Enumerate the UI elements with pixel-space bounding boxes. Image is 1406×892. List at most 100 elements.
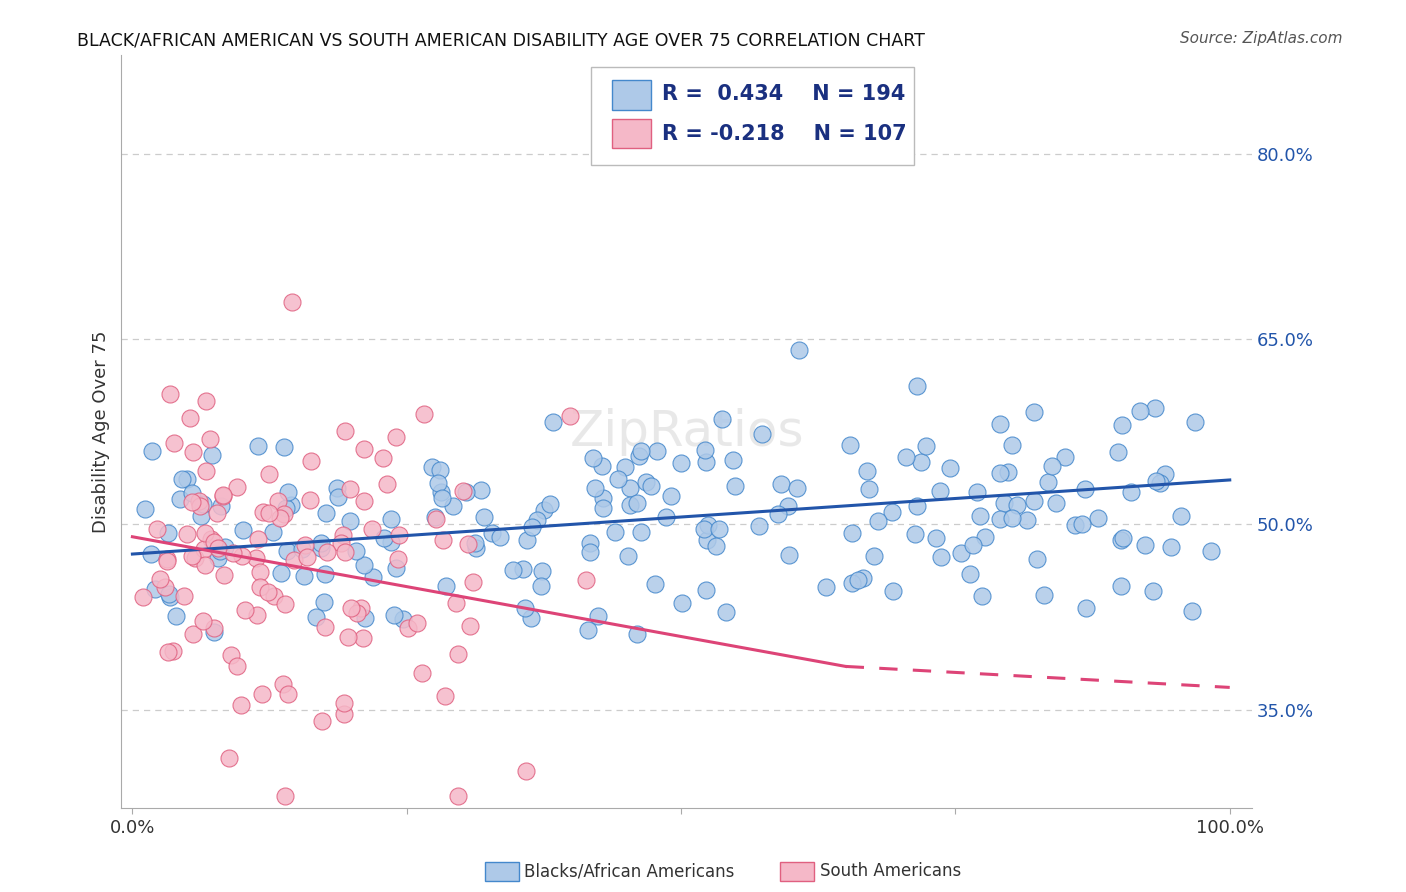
- Point: [882, 584, 904, 599]
- Point: [988, 417, 1011, 431]
- Point: [644, 577, 666, 591]
- Point: [335, 424, 357, 438]
- Point: [460, 619, 482, 633]
- Point: [1129, 404, 1152, 418]
- Point: [472, 510, 495, 524]
- Point: [962, 538, 984, 552]
- Point: [457, 537, 479, 551]
- Point: [617, 549, 640, 564]
- Point: [179, 411, 201, 425]
- Point: [194, 394, 217, 409]
- Point: [270, 566, 292, 580]
- Point: [157, 587, 180, 601]
- Point: [170, 473, 193, 487]
- Point: [283, 553, 305, 567]
- Point: [768, 508, 790, 522]
- Point: [576, 623, 599, 637]
- Point: [997, 465, 1019, 479]
- Point: [274, 501, 297, 516]
- Point: [441, 499, 464, 513]
- Point: [969, 509, 991, 524]
- Point: [406, 616, 429, 631]
- Point: [1199, 543, 1222, 558]
- Point: [273, 597, 295, 611]
- Point: [1070, 516, 1092, 531]
- Point: [346, 606, 368, 620]
- Point: [326, 481, 349, 495]
- Point: [190, 499, 212, 513]
- Point: [371, 450, 394, 465]
- Point: [929, 484, 952, 499]
- Point: [273, 440, 295, 454]
- Point: [195, 464, 218, 478]
- Point: [212, 488, 235, 502]
- Point: [211, 489, 233, 503]
- Point: [339, 601, 361, 615]
- Point: [262, 525, 284, 540]
- Point: [1109, 578, 1132, 592]
- Point: [190, 509, 212, 524]
- Point: [333, 545, 356, 559]
- Point: [1142, 583, 1164, 598]
- Point: [578, 545, 600, 559]
- Point: [526, 513, 548, 527]
- Point: [429, 463, 451, 477]
- Point: [344, 544, 367, 558]
- Point: [277, 687, 299, 701]
- Point: [866, 514, 889, 528]
- Point: [353, 558, 375, 572]
- Point: [214, 540, 236, 554]
- Point: [704, 539, 727, 553]
- Point: [1087, 511, 1109, 525]
- Point: [231, 698, 253, 712]
- Point: [1022, 493, 1045, 508]
- Point: [461, 574, 484, 589]
- Point: [614, 459, 637, 474]
- Point: [382, 608, 405, 623]
- Point: [446, 595, 468, 609]
- Point: [748, 519, 770, 533]
- Point: [778, 548, 800, 562]
- Point: [1112, 531, 1135, 545]
- Point: [619, 498, 641, 512]
- Point: [1024, 405, 1046, 419]
- Point: [558, 409, 581, 424]
- Point: [134, 502, 156, 516]
- Point: [522, 519, 544, 533]
- Point: [149, 572, 172, 586]
- Point: [222, 546, 245, 560]
- Point: [1025, 552, 1047, 566]
- Text: Source: ZipAtlas.com: Source: ZipAtlas.com: [1180, 31, 1343, 46]
- Point: [502, 562, 524, 576]
- Point: [425, 509, 447, 524]
- Point: [814, 580, 837, 594]
- Point: [619, 481, 641, 495]
- Point: [575, 574, 598, 588]
- Point: [1184, 415, 1206, 429]
- Point: [212, 568, 235, 582]
- Point: [711, 412, 734, 426]
- Point: [194, 526, 217, 541]
- Point: [530, 564, 553, 578]
- Point: [193, 541, 215, 556]
- Point: [298, 492, 321, 507]
- Point: [430, 485, 453, 500]
- Point: [1007, 498, 1029, 512]
- Point: [273, 507, 295, 521]
- Point: [311, 541, 333, 556]
- Point: [354, 611, 377, 625]
- Point: [645, 443, 668, 458]
- Point: [311, 714, 333, 729]
- Point: [1074, 482, 1097, 496]
- Point: [456, 484, 478, 499]
- Point: [209, 544, 232, 558]
- Point: [207, 541, 229, 555]
- Point: [146, 522, 169, 536]
- Point: [387, 552, 409, 566]
- Point: [292, 569, 315, 583]
- Point: [533, 502, 555, 516]
- Point: [314, 566, 336, 581]
- Point: [972, 590, 994, 604]
- Point: [1149, 475, 1171, 490]
- Point: [176, 473, 198, 487]
